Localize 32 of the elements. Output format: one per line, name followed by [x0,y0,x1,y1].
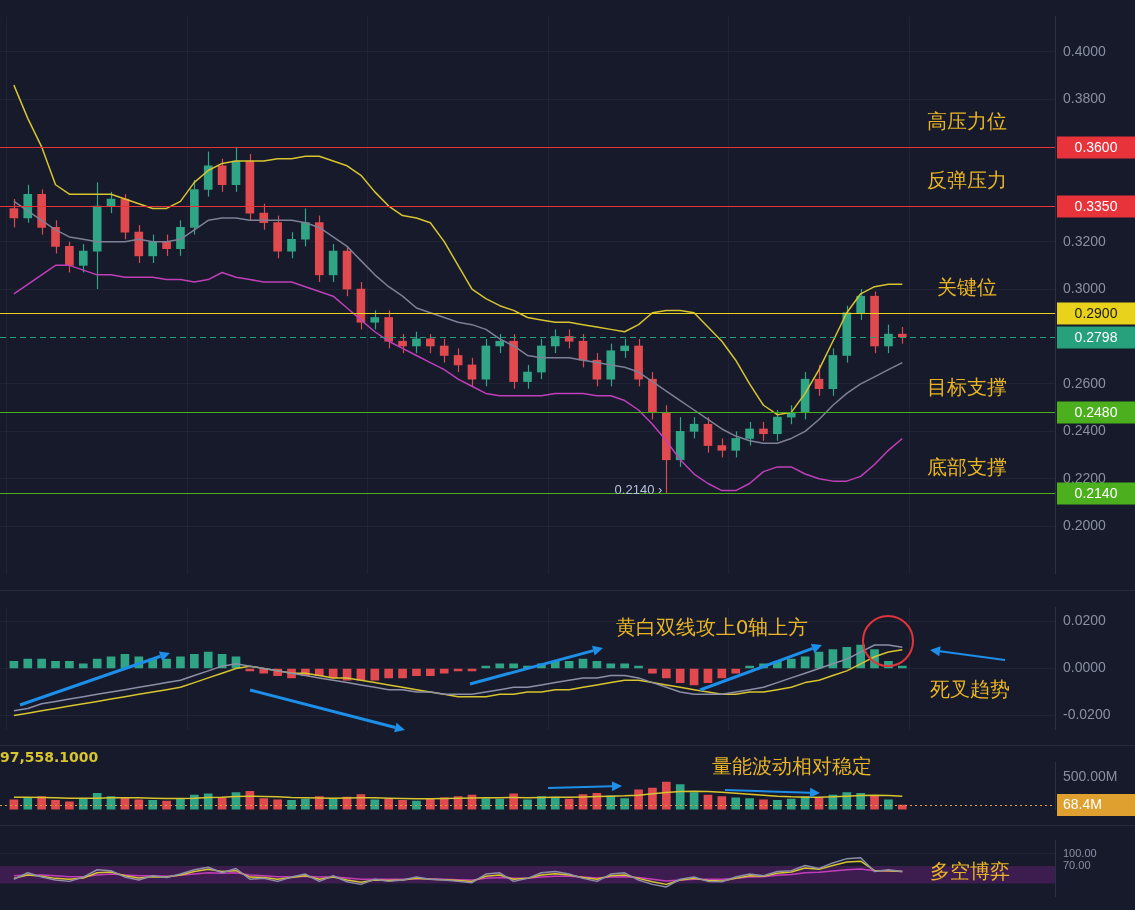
y-tick-label: 0.0200 [1063,612,1107,629]
y-tick-label: 100.00 [1063,846,1097,859]
y-tick-label: 0.2600 [1063,374,1107,391]
y-tick-label: 0.3200 [1063,232,1107,249]
y-tick-label: 68.4M [1063,795,1102,812]
annotation: 关键位 [937,274,997,299]
ref-line-label: 0.3350 [1074,198,1118,215]
annotation: 0.2140 › [614,481,663,497]
annotation: 目标支撑 [927,374,1007,399]
ref-line-label: 0.2798 [1074,329,1118,346]
y-tick-label: 0.4000 [1063,42,1107,59]
y-tick-label: 0.0000 [1063,659,1107,676]
y-tick-label: 0.2000 [1063,517,1107,534]
y-tick-label: 0.3800 [1063,90,1107,107]
annotation: 高压力位 [927,109,1007,134]
text: 死叉趋势 [930,677,1010,702]
y-tick-label: 500.00M [1063,767,1118,784]
y-tick-label: 0.2200 [1063,469,1107,486]
ref-line-label: 0.2480 [1074,404,1118,421]
ref-line-label: 0.3600 [1074,139,1118,156]
y-tick-label: 70.00 [1063,859,1091,872]
ref-line-label: 0.2140 [1074,485,1118,502]
ref-line-label: 0.2900 [1074,305,1118,322]
annotation: 量能波动相对稳定 [712,754,872,779]
y-tick-label: -0.0200 [1063,706,1111,723]
annotation: 97,558.1000 [0,748,99,765]
y-tick-label: 0.2400 [1063,422,1107,439]
annotation: 底部支撑 [927,455,1007,480]
y-tick-label: 0.3000 [1063,279,1107,296]
annotation: 黄白双线攻上0轴上方 [615,615,809,640]
text: 多空博弈 [930,859,1010,884]
annotation: 反弹压力 [927,168,1007,193]
